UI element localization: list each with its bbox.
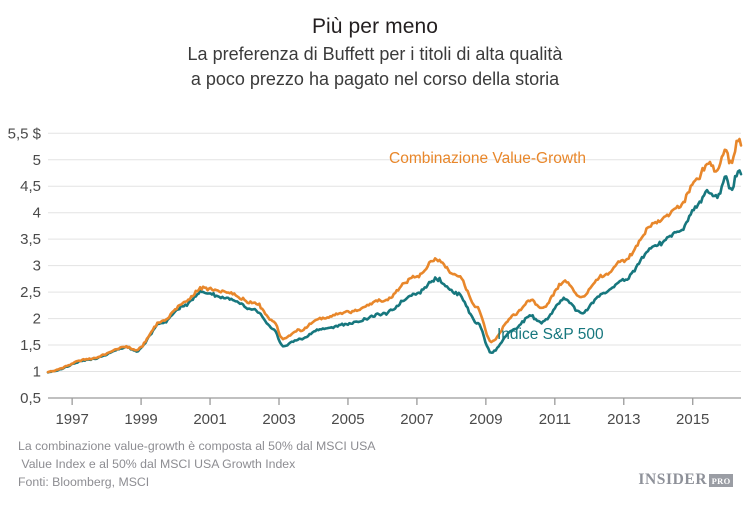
line-chart: 0,5 1 1,5 2 2,5 3 3,5 4 4,5 5 5,5 $ 1997 1999 2001 20… (8, 125, 743, 428)
page-title: Più per meno (311, 15, 439, 38)
x-tick-label: 1999 (124, 411, 157, 428)
footnote-line-1: La combinazione value-growth è composta … (18, 439, 376, 453)
x-tick-label: 2011 (539, 411, 571, 428)
x-tick-label: 2001 (193, 411, 226, 428)
x-axis-labels: 1997 1999 2001 2003 2005 2007 2009 2011 2013 2015 (55, 411, 709, 428)
logo-wordmark: INSIDER (638, 471, 708, 488)
y-tick-label: 0,5 (20, 390, 41, 407)
x-tick-label: 2007 (400, 411, 433, 428)
x-tick-label: 2003 (262, 411, 295, 428)
x-tick-label: 2013 (607, 411, 640, 428)
series-line-combo (46, 137, 743, 374)
y-tick-label: 1,5 (20, 337, 41, 354)
x-tick-label: 1997 (55, 411, 88, 428)
title-block: Più per meno La preferenza di Buffett pe… (0, 14, 750, 92)
y-tick-label: 2,5 (20, 284, 41, 301)
y-tick-label: 5,5 $ (8, 125, 42, 142)
y-tick-label: 4 (33, 205, 41, 222)
y-tick-label: 2 (33, 311, 41, 328)
x-tick-label: 2009 (469, 411, 502, 428)
logo-pro-badge: PRO (709, 474, 733, 487)
footnote-line-2: Value Index e al 50% dal MSCI USA Growth… (18, 457, 296, 471)
y-tick-label: 5 (33, 152, 41, 169)
x-tick-label: 2005 (331, 411, 364, 428)
subtitle-line-2: a poco prezzo ha pagato nel corso della … (190, 69, 560, 89)
series-label-sp500: Indice S&P 500 (497, 326, 604, 343)
footnote-line-3: Fonti: Bloomberg, MSCI (18, 475, 150, 489)
y-tick-label: 3 (33, 258, 41, 275)
subtitle-line-1: La preferenza di Buffett per i titoli di… (187, 44, 563, 64)
footnotes: La combinazione value-growth è composta … (18, 437, 578, 491)
plot-area: 0,5 1 1,5 2 2,5 3 3,5 4 4,5 5 5,5 $ 1997 1999 2001 20… (0, 112, 750, 430)
y-tick-label: 3,5 (20, 231, 41, 248)
series-label-combo: Combinazione Value-Growth (389, 150, 587, 167)
y-tick-label: 1 (33, 364, 41, 381)
x-axis-ticks (71, 398, 694, 405)
x-tick-label: 2015 (676, 411, 709, 428)
series-line-sp500 (46, 169, 743, 374)
y-tick-label: 4,5 (20, 178, 41, 195)
insider-pro-logo: INSIDER PRO (638, 472, 733, 488)
y-axis-labels: 0,5 1 1,5 2 2,5 3 3,5 4 4,5 5 5,5 $ (8, 125, 42, 407)
chart-subtitle: La preferenza di Buffett per i titoli di… (0, 42, 750, 92)
